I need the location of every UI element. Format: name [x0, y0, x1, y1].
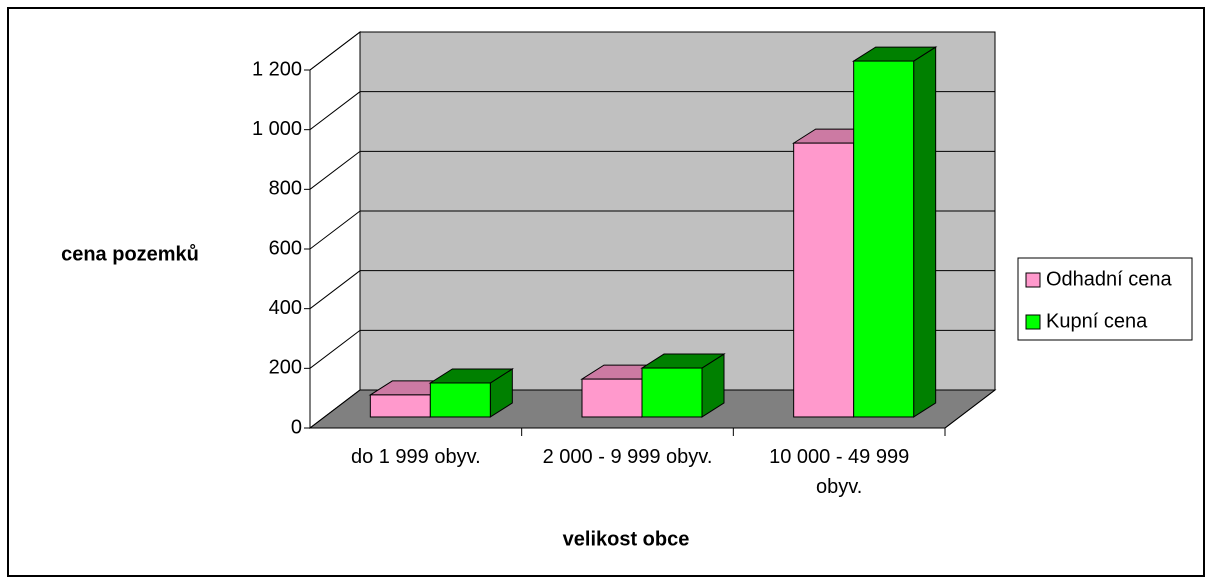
grid-line	[309, 91, 995, 131]
floor-edge	[944, 389, 996, 429]
y-tick-label: 400	[269, 297, 302, 319]
legend-swatch	[1025, 272, 1041, 288]
grid-line	[309, 389, 995, 429]
grid-line	[309, 31, 995, 71]
y-tick-label: 0	[291, 416, 302, 438]
bar	[581, 378, 643, 418]
grid-line	[309, 270, 995, 310]
bar	[793, 142, 855, 418]
grid-line	[309, 150, 995, 190]
x-tick-label: 10 000 - 49 999 obyv.	[769, 446, 910, 498]
y-tick-label: 600	[269, 237, 302, 259]
bar	[369, 394, 431, 418]
x-tick-label: do 1 999 obyv.	[350, 446, 481, 468]
grid-line	[309, 210, 995, 250]
y-axis-title: cena pozemků	[61, 243, 199, 265]
bar	[429, 382, 491, 418]
legend	[1017, 257, 1193, 341]
y-tick-label: 1 000	[252, 118, 302, 140]
legend-label: Kupní cena	[1046, 310, 1148, 332]
y-tick-label: 1 200	[252, 58, 302, 80]
x-axis-title: velikost obce	[563, 528, 690, 550]
y-tick-label: 800	[269, 178, 302, 200]
legend-label: Odhadní cena	[1046, 268, 1173, 290]
legend-swatch	[1025, 314, 1041, 330]
bar-side	[913, 46, 937, 418]
x-tick-label: 2 000 - 9 999 obyv.	[542, 446, 713, 468]
y-tick-label: 200	[269, 357, 302, 379]
bar	[853, 60, 915, 418]
grid-line	[309, 329, 995, 369]
bar	[641, 367, 703, 418]
